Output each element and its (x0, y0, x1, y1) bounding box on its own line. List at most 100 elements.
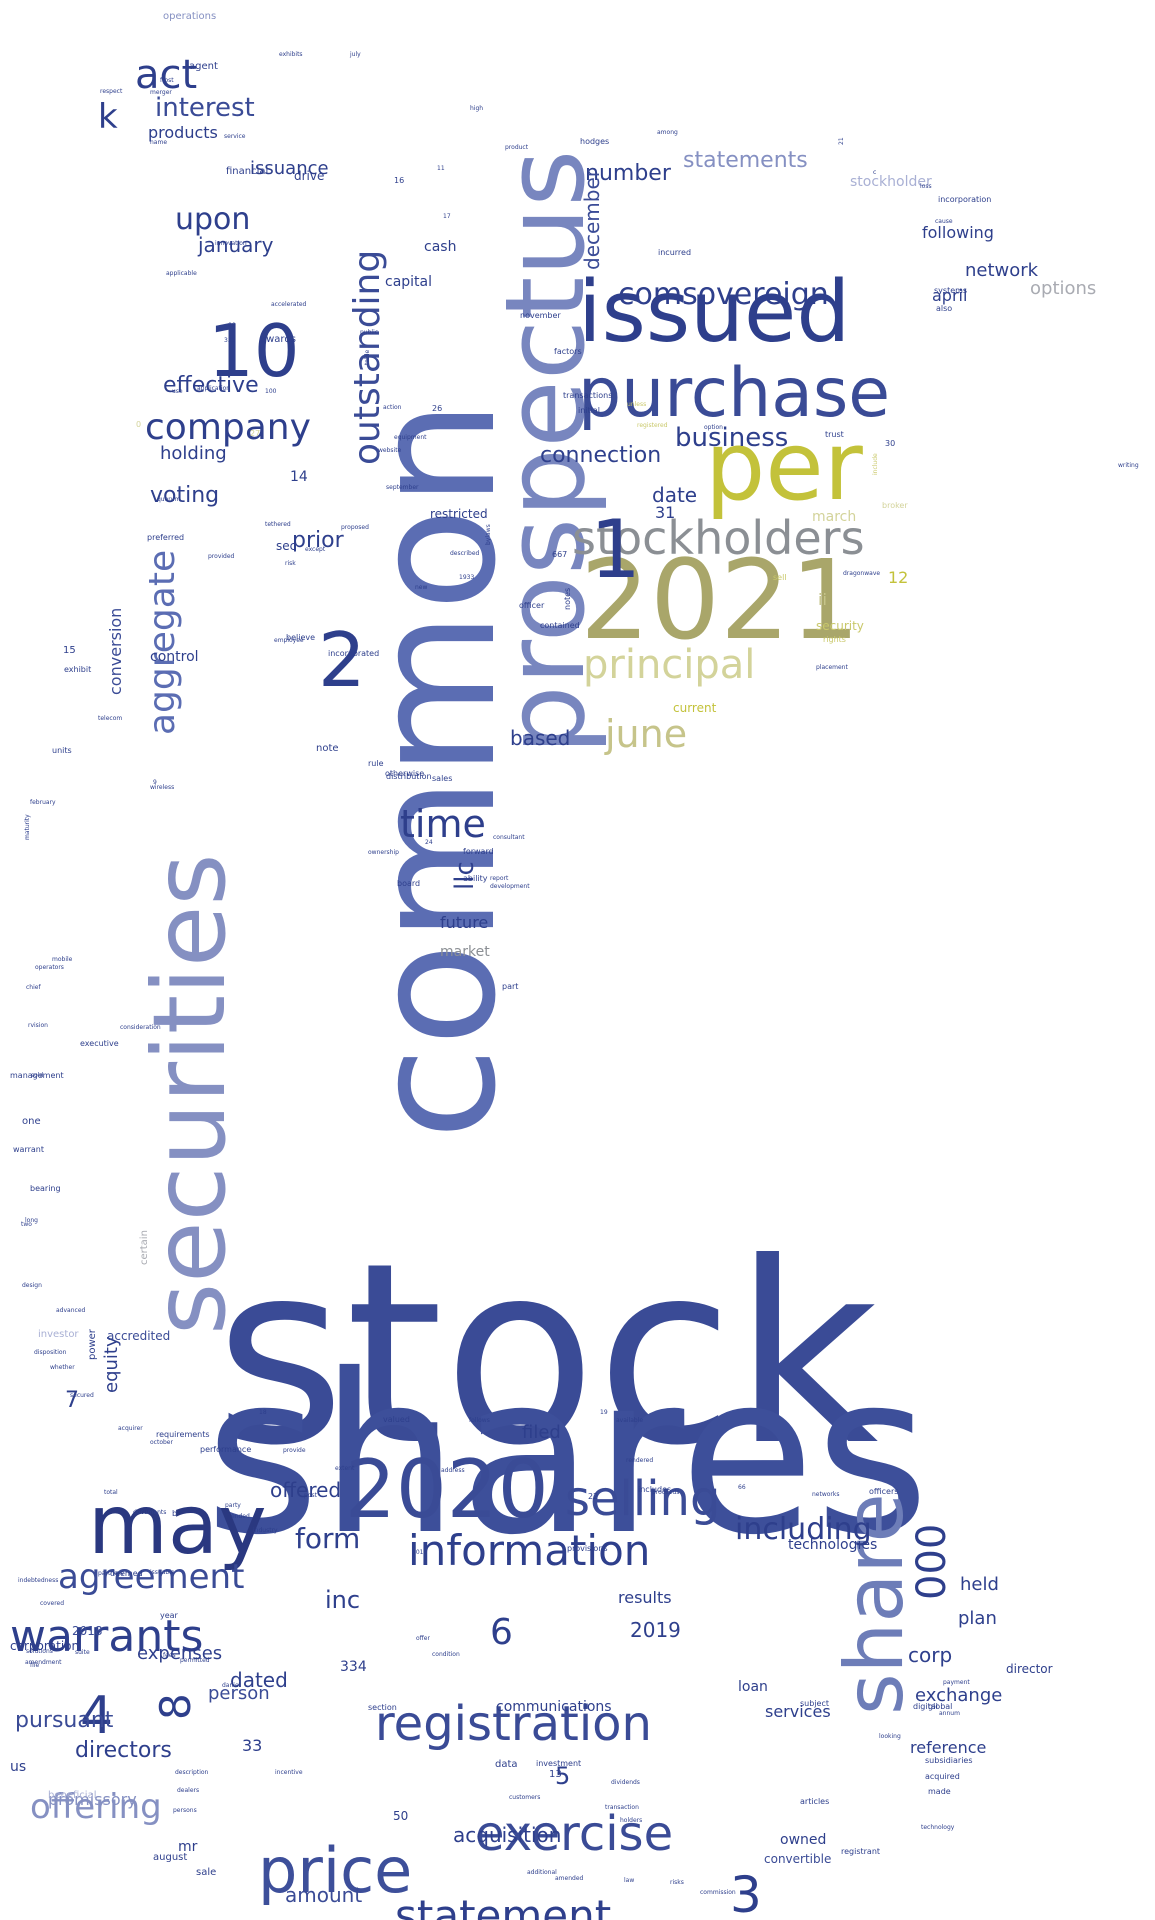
word-technology: technology (921, 1824, 955, 1831)
word-investor: investor (38, 1329, 79, 1340)
word-forward: forward (463, 847, 494, 856)
word-rule: rule (368, 759, 384, 768)
word-high: high (470, 105, 484, 112)
word-13: 13 (549, 1769, 562, 1780)
word-form: form (295, 1522, 361, 1555)
word-owned: owned (780, 1832, 827, 1848)
word-two: two (21, 1221, 32, 1228)
word-holding: holding (160, 443, 227, 464)
word-investment: investment (536, 1759, 582, 1768)
word-fees: fees (163, 1652, 176, 1659)
word-made: made (928, 1787, 951, 1796)
word-ownership: ownership (368, 849, 399, 856)
word-bearing: bearing (30, 1184, 61, 1193)
word-writing: writing (1118, 462, 1139, 469)
word-filed: filed (522, 1422, 561, 1443)
word-19: 19 (600, 1409, 608, 1416)
word-telecom: telecom (98, 715, 123, 722)
word-november: november (520, 311, 561, 320)
word-january: january (198, 233, 274, 257)
word-connection: connection (540, 443, 662, 468)
word-whether: whether (50, 1364, 75, 1371)
word-333: 333 (224, 337, 236, 344)
word-statement: statement (395, 1891, 612, 1920)
word-report: report (490, 875, 509, 882)
word-secured: secured (70, 1392, 94, 1399)
word-initial: initial (578, 406, 600, 415)
word-file: file (30, 1662, 40, 1669)
word-payment: payment (943, 1679, 970, 1686)
word-part: part (502, 982, 519, 991)
word-products: products (148, 123, 218, 142)
word-officer: officer (519, 601, 545, 610)
word-shares: shares (205, 1327, 930, 1583)
word-11: 11 (437, 165, 445, 172)
word-15: 15 (63, 645, 76, 656)
word-acquisition: acquisition (453, 1823, 562, 1847)
word-1933: 1933 (459, 574, 475, 581)
word-description: description (175, 1769, 209, 1776)
word-one: one (22, 1116, 41, 1127)
word-board: board (397, 879, 421, 888)
word-31: 31 (655, 503, 676, 522)
word-issued: issued (578, 263, 851, 362)
word-pursuant: pursuant (15, 1708, 114, 1733)
word-dividends: dividends (611, 1779, 640, 1786)
word-agreement: agreement (58, 1557, 245, 1597)
word-sell: sell (773, 573, 787, 582)
word-issuable: issuable (150, 1569, 175, 1576)
word-march: march (812, 509, 857, 525)
word-equipment: equipment (394, 434, 427, 441)
word-chief: chief (26, 984, 41, 991)
word-2015: 2015 (412, 1549, 428, 1556)
word-market: market (440, 944, 490, 960)
word-april: april (932, 286, 968, 305)
word-trust: trust (825, 430, 844, 439)
word-options: options (1030, 278, 1097, 299)
word-risks: risks (670, 1879, 684, 1886)
word-stockholders: stockholders (572, 511, 865, 565)
word-5: 5 (555, 1762, 571, 1790)
word-0: 0 (136, 420, 142, 429)
word-incorporated: incorporated (328, 649, 380, 658)
word-frost: frost (160, 77, 174, 84)
word-advanced: advanced (56, 1307, 86, 1314)
word-corporation: corporation (10, 1639, 80, 1653)
word-loan: loan (738, 1679, 768, 1695)
word-100: 100 (265, 388, 277, 395)
word-ability: ability (463, 874, 488, 883)
word-solutions: solutions (26, 1648, 53, 1655)
word-stock: stock (215, 1209, 879, 1500)
word-website: website (378, 447, 402, 454)
word-agent: agent (189, 61, 218, 72)
word-network: network (965, 260, 1039, 281)
word-30: 30 (885, 439, 896, 448)
word-transaction: transaction (605, 1804, 639, 1811)
word-3: 3 (730, 1866, 762, 1920)
word-deemed: deemed (110, 1569, 143, 1578)
word-us: us (10, 1759, 27, 1775)
word-mr: mr (178, 1839, 198, 1855)
word-incentive: incentive (275, 1769, 303, 1776)
word-option: option (704, 424, 723, 431)
word-convertible: convertible (764, 1852, 832, 1866)
word-promissory: promissory (48, 1790, 137, 1809)
word-2018: 2018 (72, 1624, 103, 1638)
word-among: among (657, 129, 678, 136)
word-development: development (490, 883, 530, 890)
word-director: director (1006, 1662, 1053, 1676)
word-based: based (510, 726, 571, 750)
word-notes: notes (563, 587, 572, 610)
word-total: total (104, 1489, 118, 1496)
word-50: 50 (393, 1809, 409, 1823)
word-24: 24 (425, 839, 433, 846)
word-application: application (197, 385, 231, 392)
word-upon: upon (175, 202, 251, 237)
word-post: post (304, 1492, 317, 1499)
word-sale: sale (196, 1867, 217, 1878)
word-ii: ii (818, 590, 827, 609)
word-proposed: proposed (341, 524, 369, 531)
word-000: 000 (909, 1523, 955, 1600)
word-permitted: permitted (180, 1657, 210, 1664)
word-february: february (30, 799, 56, 806)
